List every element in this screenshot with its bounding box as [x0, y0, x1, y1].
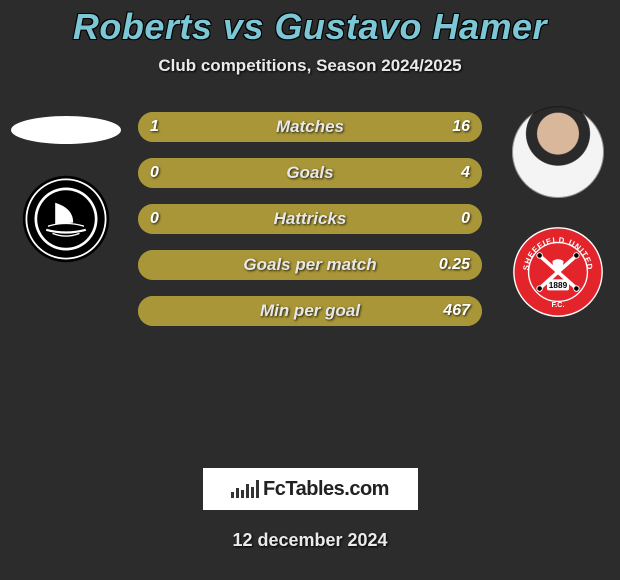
- stat-bars: 1 16 Matches 0 4 Goals 0 0 Hattricks 0.25 Goals pe…: [138, 112, 482, 342]
- comparison-date: 12 december 2024: [0, 530, 620, 551]
- stat-value-left: 1: [150, 118, 159, 136]
- stat-bar: 467 Min per goal: [138, 296, 482, 326]
- stat-label: Goals: [286, 163, 333, 183]
- content-area: SHEFFIELD UNITED F.C. 1889 1 16 Matches 0 4 G…: [0, 106, 620, 466]
- stat-bar: 0.25 Goals per match: [138, 250, 482, 280]
- stat-bar: 1 16 Matches: [138, 112, 482, 142]
- stat-value-right: 4: [461, 164, 470, 182]
- stat-label: Goals per match: [243, 255, 376, 275]
- stat-bar: 0 0 Hattricks: [138, 204, 482, 234]
- stat-bar: 0 4 Goals: [138, 158, 482, 188]
- right-player-column: SHEFFIELD UNITED F.C. 1889: [505, 106, 610, 318]
- chart-icon: [231, 480, 259, 498]
- svg-text:F.C.: F.C.: [551, 300, 564, 309]
- stat-value-right: 0: [461, 210, 470, 228]
- comparison-title: Roberts vs Gustavo Hamer: [0, 0, 620, 48]
- stat-label: Min per goal: [260, 301, 360, 321]
- sheffield-badge-icon: SHEFFIELD UNITED F.C. 1889: [512, 226, 604, 318]
- stat-value-right: 16: [452, 118, 470, 136]
- stat-label: Hattricks: [274, 209, 347, 229]
- player-photo-placeholder-left: [11, 116, 121, 144]
- stat-value-left: 0: [150, 164, 159, 182]
- badge-year: 1889: [548, 281, 567, 290]
- player-photo-right: [512, 106, 604, 198]
- brand-text: FcTables.com: [263, 478, 389, 501]
- comparison-subtitle: Club competitions, Season 2024/2025: [0, 56, 620, 76]
- plymouth-badge-icon: [21, 174, 111, 264]
- stat-label: Matches: [276, 117, 344, 137]
- stat-value-left: 0: [150, 210, 159, 228]
- brand-box: FcTables.com: [203, 468, 418, 510]
- stat-value-right: 467: [443, 302, 470, 320]
- left-player-column: [8, 106, 123, 264]
- stat-value-right: 0.25: [439, 256, 470, 274]
